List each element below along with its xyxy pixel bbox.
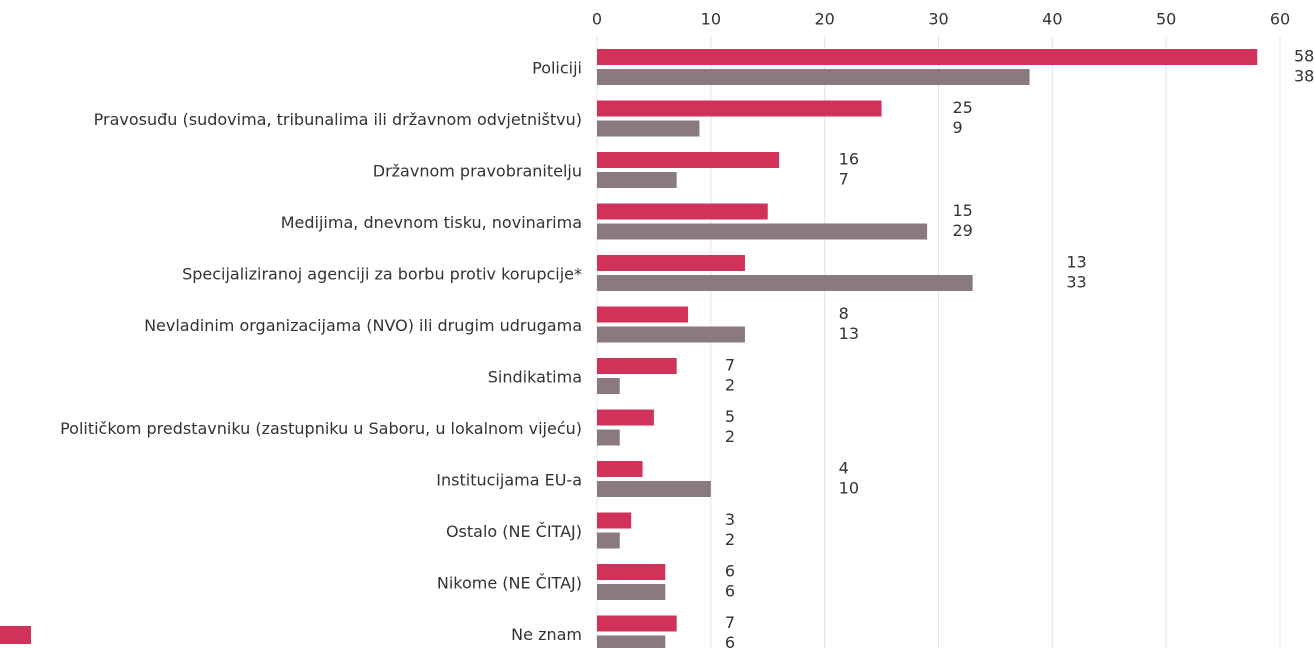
category-label: Specijaliziranoj agenciji za borbu proti… (182, 265, 582, 284)
bar (597, 378, 620, 394)
category-label: Policiji (532, 59, 582, 78)
bar (597, 306, 689, 323)
value-label: 6 (725, 582, 735, 601)
bar (597, 564, 666, 580)
bar (597, 481, 711, 497)
value-label: 29 (953, 221, 973, 240)
value-label: 9 (953, 118, 963, 137)
value-label: 5 (725, 407, 735, 426)
value-label: 2 (725, 376, 735, 395)
bar (597, 409, 654, 426)
bar (597, 461, 643, 477)
x-tick-label: 0 (592, 10, 602, 29)
value-label: 7 (725, 613, 735, 632)
legend-swatch (0, 626, 31, 644)
bar (597, 532, 620, 549)
bar (597, 512, 632, 529)
category-label: Ostalo (NE ČITAJ) (446, 522, 582, 541)
value-label: 7 (839, 170, 849, 189)
value-label: 4 (839, 459, 849, 478)
x-tick-label: 60 (1270, 10, 1290, 29)
value-label: 13 (1066, 253, 1086, 272)
category-label: Medijima, dnevnom tisku, novinarima (281, 213, 582, 232)
x-tick-label: 30 (928, 10, 948, 29)
bar (597, 152, 780, 168)
value-label: 6 (725, 562, 735, 581)
category-label: Sindikatima (488, 368, 582, 387)
value-label: 38 (1294, 67, 1314, 86)
bar (597, 172, 677, 188)
bar (597, 100, 882, 117)
bar (597, 203, 768, 220)
bar (597, 429, 620, 446)
value-label: 3 (725, 510, 735, 529)
value-label: 8 (839, 304, 849, 323)
bar (597, 120, 700, 137)
bar (597, 358, 677, 374)
category-label: Pravosuđu (sudovima, tribunalima ili drž… (94, 110, 582, 129)
value-label: 7 (725, 356, 735, 375)
category-label: Državnom pravobranitelju (373, 162, 582, 181)
category-label: Nevladinim organizacijama (NVO) ili drug… (144, 316, 582, 335)
value-label: 2 (725, 427, 735, 446)
bar (597, 223, 928, 240)
value-label: 33 (1066, 273, 1086, 292)
category-label: Političkom predstavniku (zastupniku u Sa… (60, 419, 582, 438)
bar (597, 584, 666, 600)
bar (597, 326, 745, 343)
x-tick-label: 50 (1156, 10, 1176, 29)
category-label: Ne znam (511, 625, 582, 644)
value-label: 6 (725, 633, 735, 648)
value-label: 13 (839, 324, 859, 343)
category-label: Institucijama EU-a (436, 471, 582, 490)
value-label: 16 (839, 150, 859, 169)
bar (597, 69, 1030, 85)
bar (597, 635, 666, 648)
value-label: 58 (1294, 47, 1314, 66)
bar (597, 49, 1258, 65)
bar (597, 615, 677, 632)
category-label: Nikome (NE ČITAJ) (437, 574, 582, 593)
value-label: 10 (839, 479, 859, 498)
x-tick-label: 10 (701, 10, 721, 29)
bar (597, 275, 973, 291)
value-label: 15 (953, 201, 973, 220)
x-tick-label: 20 (814, 10, 834, 29)
x-tick-label: 40 (1042, 10, 1062, 29)
value-label: 2 (725, 530, 735, 549)
value-label: 25 (953, 98, 973, 117)
bar (597, 255, 745, 271)
